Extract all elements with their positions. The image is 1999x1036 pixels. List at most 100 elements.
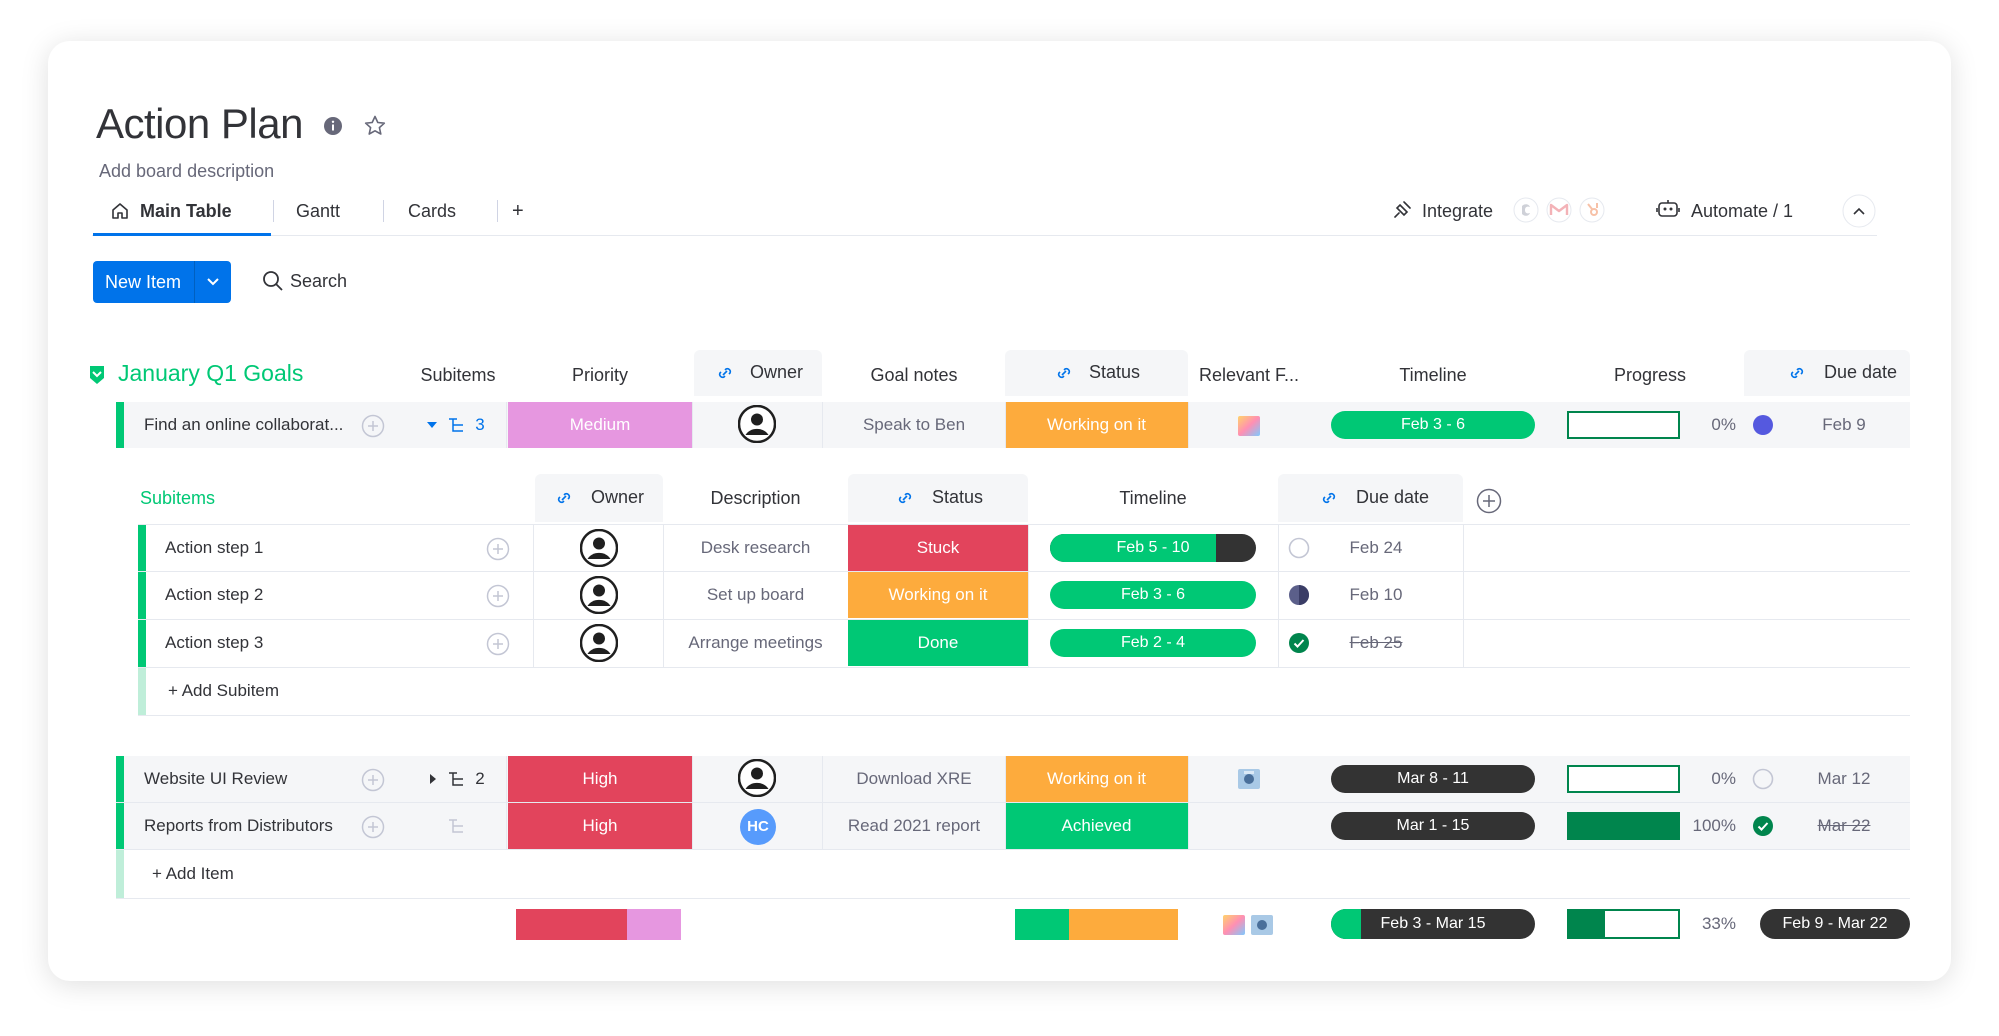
subitem-description[interactable]: Arrange meetings [688, 633, 823, 652]
subitem-timeline[interactable]: Feb 3 - 6 [1050, 581, 1256, 609]
check-icon[interactable] [1288, 632, 1310, 654]
subitem-due[interactable]: Feb 24 [1349, 538, 1403, 557]
tab-gantt[interactable]: Gantt [296, 201, 341, 221]
item-name[interactable]: Website UI Review [144, 769, 288, 788]
check-icon[interactable] [1752, 815, 1774, 837]
item-name[interactable]: Find an online collaborat... [144, 415, 344, 434]
add-update-icon[interactable] [361, 768, 385, 792]
column-header-priority[interactable]: Priority [571, 365, 628, 385]
subitems-icon[interactable] [449, 818, 469, 836]
due-date-summary[interactable]: Feb 9 - Mar 22 [1760, 909, 1910, 939]
files-summary-icon[interactable] [1221, 913, 1277, 937]
priority-cell[interactable]: High [508, 803, 692, 849]
collapse-header-button[interactable] [1842, 194, 1876, 228]
avatar[interactable] [738, 759, 776, 797]
subitem-header-due-date[interactable]: Due date [1278, 474, 1463, 522]
new-item-button[interactable]: New Item [93, 261, 231, 303]
status-cell[interactable]: Working on it [1005, 402, 1188, 448]
subitem-header-description[interactable]: Description [710, 488, 801, 508]
timeline-pill[interactable]: Feb 3 - 6 [1331, 411, 1535, 439]
priority-cell[interactable]: High [508, 756, 692, 802]
file-thumbnail-icon[interactable] [1237, 768, 1261, 790]
subitem-due[interactable]: Feb 25 [1349, 633, 1403, 652]
subitem-description[interactable]: Desk research [700, 538, 811, 557]
subitem-status[interactable]: Working on it [848, 572, 1028, 618]
due-status-icon[interactable] [1288, 537, 1310, 559]
add-view-button[interactable]: + [512, 200, 524, 222]
timeline-pill[interactable]: Mar 8 - 11 [1331, 765, 1535, 793]
subitem-name[interactable]: Action step 1 [165, 538, 264, 557]
avatar[interactable] [580, 529, 618, 567]
avatar[interactable] [580, 624, 618, 662]
search-icon[interactable] [262, 270, 284, 292]
column-header-timeline[interactable]: Timeline [1399, 365, 1467, 385]
tab-cards[interactable]: Cards [408, 201, 457, 221]
subitem-header-status[interactable]: Status [848, 474, 1028, 522]
due-status-icon[interactable] [1288, 584, 1310, 606]
subitem-count[interactable]: 3 [475, 415, 485, 434]
integrate-button[interactable]: Integrate [1422, 201, 1494, 221]
goal-notes-cell[interactable]: Speak to Ben [862, 415, 966, 434]
expand-subitems-icon[interactable] [425, 417, 469, 435]
add-update-icon[interactable] [361, 414, 385, 438]
due-status-icon[interactable] [1752, 414, 1774, 436]
priority-summary-bar[interactable] [516, 909, 681, 940]
board-title[interactable]: Action Plan [96, 100, 303, 147]
expand-subitems-icon[interactable] [425, 771, 469, 789]
tab-main-table[interactable]: Main Table [140, 201, 232, 221]
subitem-timeline[interactable]: Feb 2 - 4 [1050, 629, 1256, 657]
due-status-icon[interactable] [1752, 768, 1774, 790]
priority-cell[interactable]: Medium [508, 402, 692, 448]
add-subitem-button[interactable]: + Add Subitem [168, 681, 280, 700]
add-update-icon[interactable] [486, 537, 510, 561]
info-icon[interactable] [323, 116, 343, 136]
subitem-due[interactable]: Feb 10 [1349, 585, 1403, 604]
subitem-timeline[interactable]: Feb 5 - 10 [1050, 534, 1256, 562]
subitem-name[interactable]: Action step 2 [165, 585, 264, 604]
column-header-relevant-files[interactable]: Relevant F... [1198, 365, 1300, 385]
add-update-icon[interactable] [486, 584, 510, 608]
add-item-button[interactable]: + Add Item [152, 864, 234, 883]
avatar[interactable] [580, 576, 618, 614]
due-date-cell[interactable]: Feb 9 [1822, 415, 1866, 434]
subitem-name[interactable]: Action step 3 [165, 633, 264, 652]
timeline-summary[interactable]: Feb 3 - Mar 15 [1331, 909, 1535, 939]
subitem-header-timeline[interactable]: Timeline [1119, 488, 1187, 508]
subitem-status[interactable]: Done [848, 620, 1028, 666]
goal-notes-cell[interactable]: Download XRE [856, 769, 972, 788]
star-icon[interactable] [363, 114, 387, 138]
goal-notes-cell[interactable]: Read 2021 report [847, 816, 981, 835]
add-update-icon[interactable] [486, 632, 510, 656]
search-button[interactable]: Search [290, 271, 348, 291]
status-cell[interactable]: Achieved [1005, 803, 1188, 849]
integration-apps-icon[interactable] [1513, 197, 1613, 223]
column-header-status[interactable]: Status [1005, 350, 1188, 396]
subitem-status[interactable]: Stuck [848, 525, 1028, 571]
add-update-icon[interactable] [361, 815, 385, 839]
status-summary-bar[interactable] [1015, 909, 1178, 940]
column-header-progress[interactable]: Progress [1613, 365, 1687, 385]
group-collapse-icon[interactable] [87, 364, 107, 386]
due-date-cell[interactable]: Mar 12 [1817, 769, 1871, 788]
column-header-subitems[interactable]: Subitems [420, 365, 496, 385]
column-header-owner[interactable]: Owner [694, 350, 822, 396]
integrate-icon[interactable] [1391, 199, 1413, 221]
add-column-button[interactable] [1476, 488, 1502, 514]
avatar[interactable]: HC [740, 809, 776, 845]
column-header-goal-notes[interactable]: Goal notes [870, 365, 958, 385]
robot-icon[interactable] [1656, 198, 1680, 220]
subitem-header-owner[interactable]: Owner [535, 474, 663, 522]
subitem-count[interactable]: 2 [475, 769, 485, 788]
file-thumbnail-icon[interactable] [1237, 415, 1261, 437]
status-cell[interactable]: Working on it [1005, 756, 1188, 802]
chevron-down-icon[interactable] [201, 269, 225, 293]
column-header-due-date[interactable]: Due date [1744, 350, 1910, 396]
item-name[interactable]: Reports from Distributors [144, 816, 333, 835]
automate-button[interactable]: Automate / 1 [1691, 201, 1794, 221]
subitem-description[interactable]: Set up board [706, 585, 805, 604]
due-date-cell[interactable]: Mar 22 [1817, 816, 1871, 835]
avatar[interactable] [738, 405, 776, 443]
timeline-pill[interactable]: Mar 1 - 15 [1331, 812, 1535, 840]
board-description[interactable]: Add board description [99, 161, 275, 181]
group-title[interactable]: January Q1 Goals [118, 360, 304, 386]
